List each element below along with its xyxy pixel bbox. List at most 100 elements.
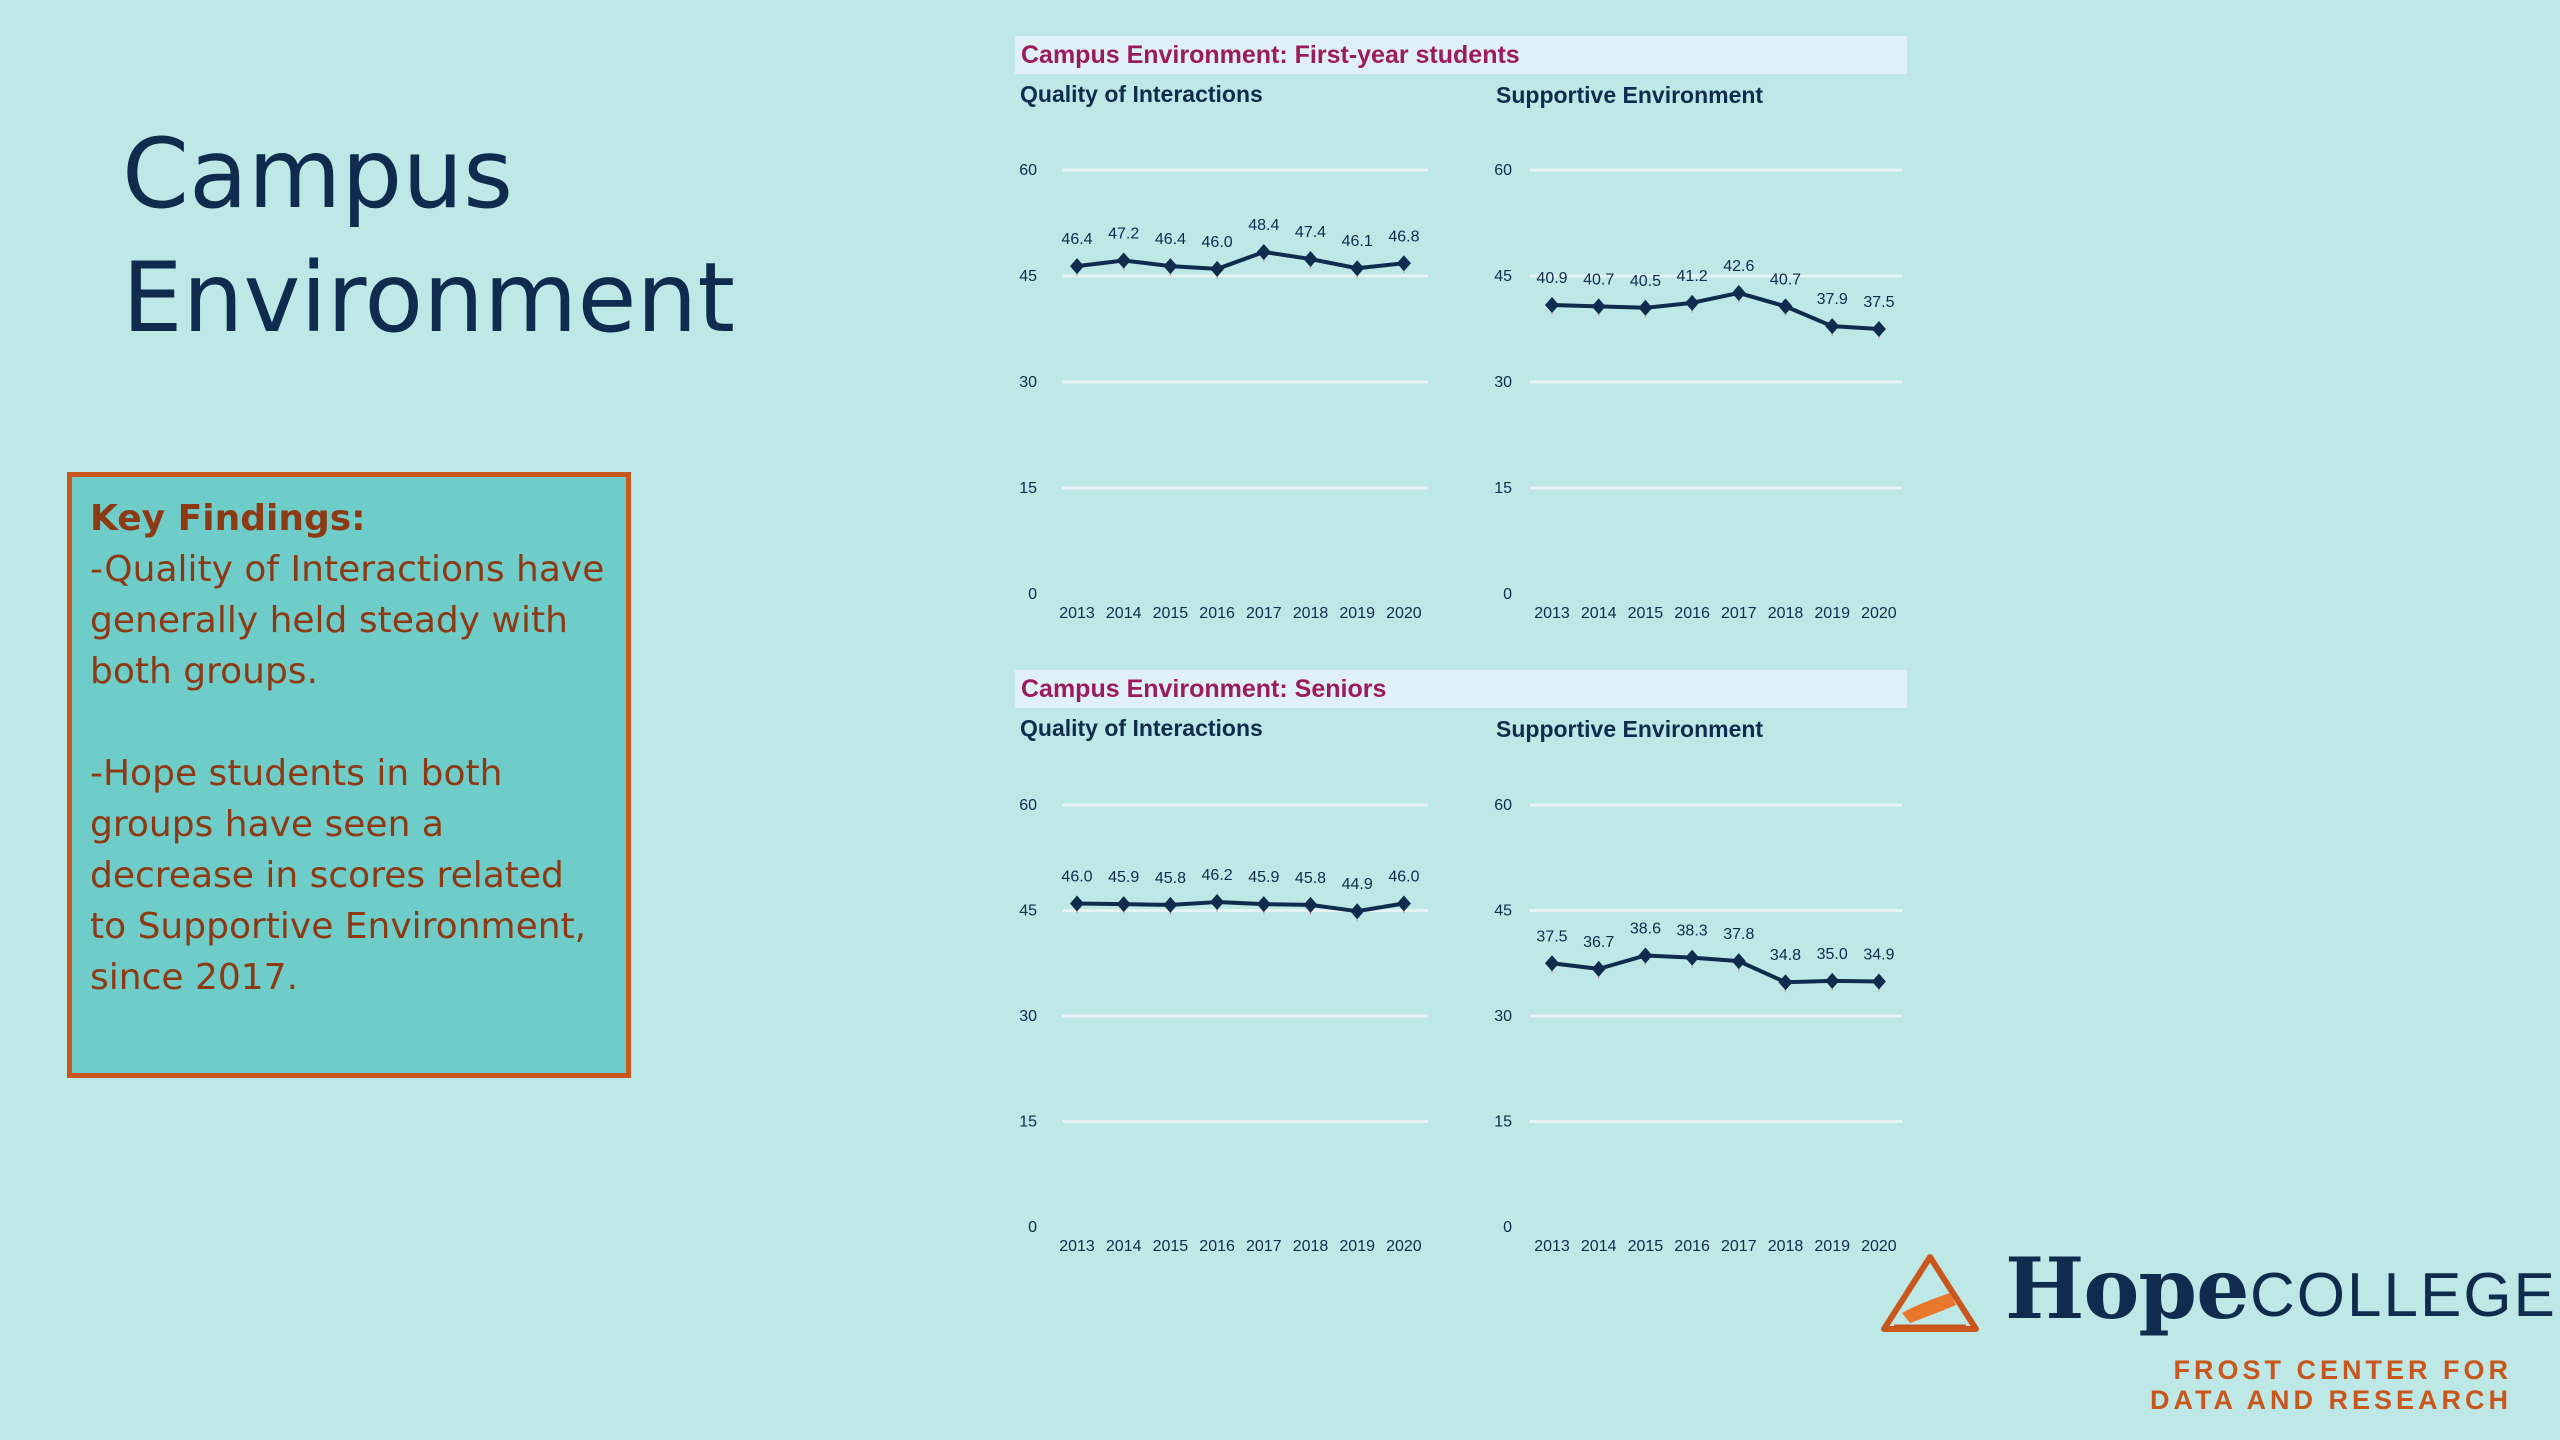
x-tick-label: 2018 xyxy=(1293,1238,1329,1255)
data-point xyxy=(1163,258,1178,275)
data-point xyxy=(1116,252,1131,269)
x-tick-label: 2017 xyxy=(1721,605,1757,622)
y-tick-label: 0 xyxy=(1503,1219,1512,1236)
y-tick-label: 60 xyxy=(1494,797,1512,814)
key-findings-heading: Key Findings: xyxy=(90,498,366,539)
data-label: 40.9 xyxy=(1536,270,1567,287)
y-tick-label: 30 xyxy=(1494,374,1512,391)
slide-title-line2: Environment xyxy=(122,242,735,354)
data-label: 34.9 xyxy=(1863,947,1894,964)
data-point xyxy=(1070,895,1084,912)
data-label: 40.7 xyxy=(1770,271,1801,288)
data-point xyxy=(1350,260,1365,277)
x-tick-label: 2013 xyxy=(1534,605,1570,622)
data-point xyxy=(1116,896,1131,913)
x-tick-label: 2016 xyxy=(1674,605,1710,622)
data-label: 42.6 xyxy=(1723,258,1754,275)
data-label: 46.0 xyxy=(1061,868,1092,885)
y-tick-label: 0 xyxy=(1028,586,1037,603)
y-tick-label: 30 xyxy=(1019,374,1037,391)
series-line xyxy=(1551,290,1880,331)
data-point xyxy=(1591,298,1606,315)
x-tick-label: 2020 xyxy=(1861,605,1897,622)
data-point xyxy=(1591,960,1606,977)
data-label: 34.8 xyxy=(1770,947,1801,964)
x-tick-label: 2019 xyxy=(1814,605,1850,622)
data-label: 45.8 xyxy=(1155,870,1186,887)
x-tick-label: 2015 xyxy=(1153,1238,1189,1255)
data-label: 45.9 xyxy=(1248,869,1279,886)
data-point xyxy=(1396,895,1411,912)
data-label: 46.0 xyxy=(1202,234,1233,251)
data-label: 37.8 xyxy=(1723,926,1754,943)
data-label: 37.5 xyxy=(1863,294,1894,311)
x-tick-label: 2015 xyxy=(1628,605,1664,622)
section-title-seniors: Campus Environment: Seniors xyxy=(1015,670,1907,708)
data-label: 46.8 xyxy=(1388,228,1419,245)
y-tick-label: 15 xyxy=(1494,480,1512,497)
data-label: 46.4 xyxy=(1155,231,1186,248)
data-label: 40.7 xyxy=(1583,271,1614,288)
hope-college-logo: Hope COLLEGE FROST CENTER FOR DATA AND R… xyxy=(1880,1239,2555,1425)
data-point xyxy=(1731,953,1746,970)
data-point xyxy=(1303,251,1318,268)
x-tick-label: 2018 xyxy=(1768,1238,1804,1255)
data-point xyxy=(1350,903,1365,920)
logo-subtitle-2: DATA AND RESEARCH xyxy=(2150,1385,2512,1415)
data-point xyxy=(1825,318,1840,335)
x-tick-label: 2015 xyxy=(1153,605,1189,622)
x-tick-label: 2019 xyxy=(1339,1238,1375,1255)
y-tick-label: 60 xyxy=(1019,797,1037,814)
data-label: 37.5 xyxy=(1536,928,1567,945)
data-label: 47.2 xyxy=(1108,225,1139,242)
y-tick-label: 45 xyxy=(1494,903,1512,920)
y-tick-label: 0 xyxy=(1028,1219,1037,1236)
x-tick-label: 2016 xyxy=(1199,605,1235,622)
chart-title: Supportive Environment xyxy=(1496,82,1763,108)
x-tick-label: 2013 xyxy=(1059,605,1095,622)
key-findings-box: Key Findings: -Quality of Interactions h… xyxy=(67,472,631,1078)
data-label: 45.9 xyxy=(1108,869,1139,886)
data-point xyxy=(1210,260,1225,277)
data-label: 45.8 xyxy=(1295,870,1326,887)
x-tick-label: 2017 xyxy=(1721,1238,1757,1255)
x-tick-label: 2020 xyxy=(1386,1238,1422,1255)
y-tick-label: 15 xyxy=(1019,480,1037,497)
data-label: 46.1 xyxy=(1342,233,1373,250)
data-point xyxy=(1396,255,1411,272)
data-label: 46.4 xyxy=(1061,231,1092,248)
data-point xyxy=(1778,298,1793,315)
anchor-icon xyxy=(1881,1254,1979,1332)
data-point xyxy=(1685,294,1700,311)
slide-title-line1: Campus xyxy=(122,118,514,230)
data-point xyxy=(1545,296,1559,313)
x-tick-label: 2019 xyxy=(1814,1238,1850,1255)
data-point xyxy=(1638,299,1653,316)
key-finding-1: -Quality of Interactions have generally … xyxy=(90,549,605,692)
y-tick-label: 15 xyxy=(1019,1114,1037,1131)
x-tick-label: 2019 xyxy=(1339,605,1375,622)
data-label: 36.7 xyxy=(1583,934,1614,951)
data-point xyxy=(1825,972,1840,989)
slide-title: Campus Environment xyxy=(122,112,822,360)
y-tick-label: 45 xyxy=(1019,268,1037,285)
key-finding-2: -Hope students in both groups have seen … xyxy=(90,753,587,998)
data-label: 46.2 xyxy=(1202,867,1233,884)
logo-word: Hope xyxy=(2005,1239,2250,1338)
logo-subtitle-1: FROST CENTER FOR xyxy=(2173,1355,2512,1385)
x-tick-label: 2017 xyxy=(1246,1238,1282,1255)
data-point xyxy=(1731,284,1746,301)
series-line xyxy=(1551,953,1879,985)
x-tick-label: 2020 xyxy=(1861,1238,1897,1255)
data-point xyxy=(1256,896,1271,913)
section-title-first-year: Campus Environment: First-year students xyxy=(1015,36,1907,74)
y-tick-label: 30 xyxy=(1494,1008,1512,1025)
x-tick-label: 2016 xyxy=(1674,1238,1710,1255)
x-tick-label: 2018 xyxy=(1768,605,1804,622)
series-line xyxy=(1076,900,1405,914)
y-tick-label: 45 xyxy=(1019,903,1037,920)
y-tick-label: 60 xyxy=(1019,162,1037,179)
x-tick-label: 2020 xyxy=(1386,605,1422,622)
data-point xyxy=(1070,258,1084,275)
